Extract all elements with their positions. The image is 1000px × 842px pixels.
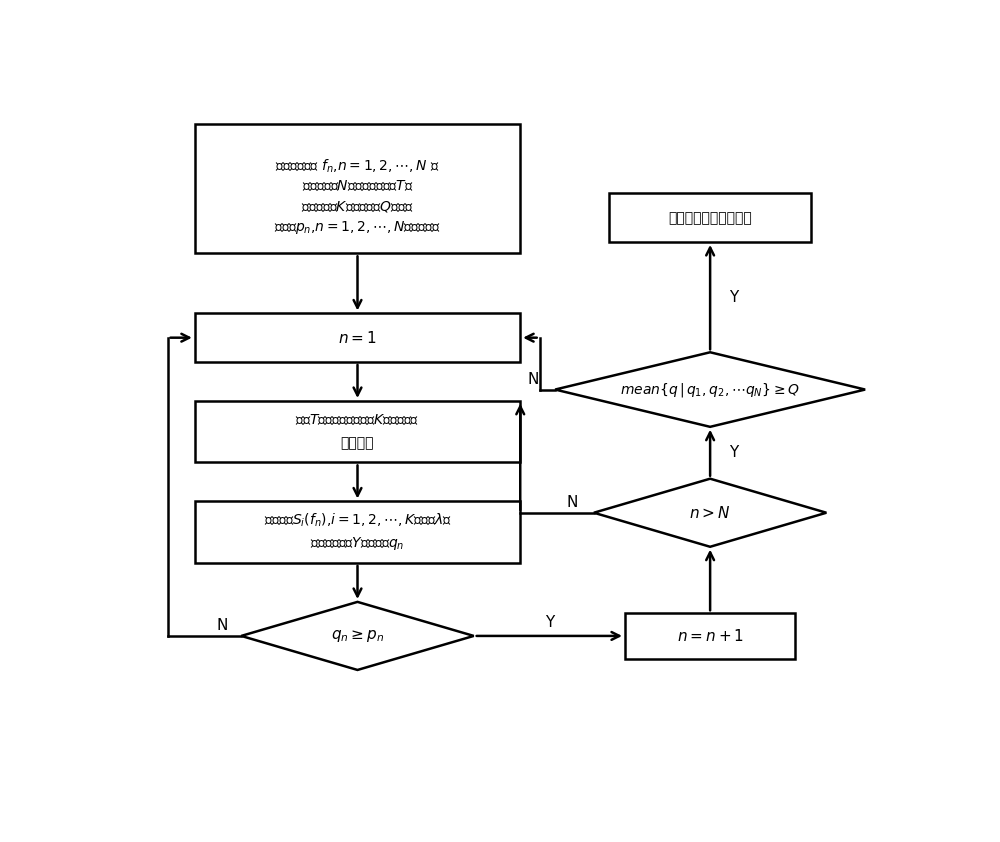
Text: $q_n \geq p_n$: $q_n \geq p_n$ [331, 628, 384, 644]
Text: 特定频率分量 $f_n$,$n=1,2,\cdots,N$ 、: 特定频率分量 $f_n$,$n=1,2,\cdots,N$ 、 [275, 157, 440, 174]
Text: $n>N$: $n>N$ [689, 504, 731, 520]
Text: N: N [566, 495, 578, 510]
Bar [195, 124, 520, 253]
Text: 里叶变换: 里叶变换 [341, 436, 374, 450]
Text: $n=1$: $n=1$ [338, 330, 377, 346]
Polygon shape [594, 479, 826, 546]
Bar [195, 401, 520, 462]
Bar [625, 613, 795, 658]
Bar [609, 194, 811, 242]
Polygon shape [241, 602, 474, 670]
Text: 唤醒节点转入工作状态: 唤醒节点转入工作状态 [668, 210, 752, 225]
Text: 处理$T$时长的信号，分成$K$段分别做傅: 处理$T$时长的信号，分成$K$段分别做傅 [295, 413, 420, 428]
Text: 划分片段数$K$、总置信度$Q$、码片: 划分片段数$K$、总置信度$Q$、码片 [301, 200, 414, 214]
Polygon shape [555, 352, 865, 427]
Text: 依次计算$S_i(f_n)$,$i=1,2,\cdots,K$与阈值$\lambda$比: 依次计算$S_i(f_n)$,$i=1,2,\cdots,K$与阈值$\lamb… [264, 512, 451, 530]
Text: N: N [216, 618, 228, 633]
Bar [195, 501, 520, 563]
Text: 较，得到矩阵$Y$，并计算$q_n$: 较，得到矩阵$Y$，并计算$q_n$ [310, 536, 405, 552]
Text: 置信度$p_n$,$n=1,2,\cdots,N$等参数设置: 置信度$p_n$,$n=1,2,\cdots,N$等参数设置 [274, 219, 441, 236]
Text: 频率分量数$N$、单次处理时间$T$、: 频率分量数$N$、单次处理时间$T$、 [302, 178, 413, 193]
Text: $mean\{q\,|\,q_1,q_2,\cdots q_N\}\geq Q$: $mean\{q\,|\,q_1,q_2,\cdots q_N\}\geq Q$ [620, 381, 800, 398]
Text: N: N [528, 371, 539, 386]
Bar [195, 313, 520, 362]
Text: Y: Y [730, 290, 739, 305]
Text: Y: Y [730, 445, 739, 461]
Text: Y: Y [545, 616, 554, 631]
Text: $n=n+1$: $n=n+1$ [677, 628, 744, 644]
